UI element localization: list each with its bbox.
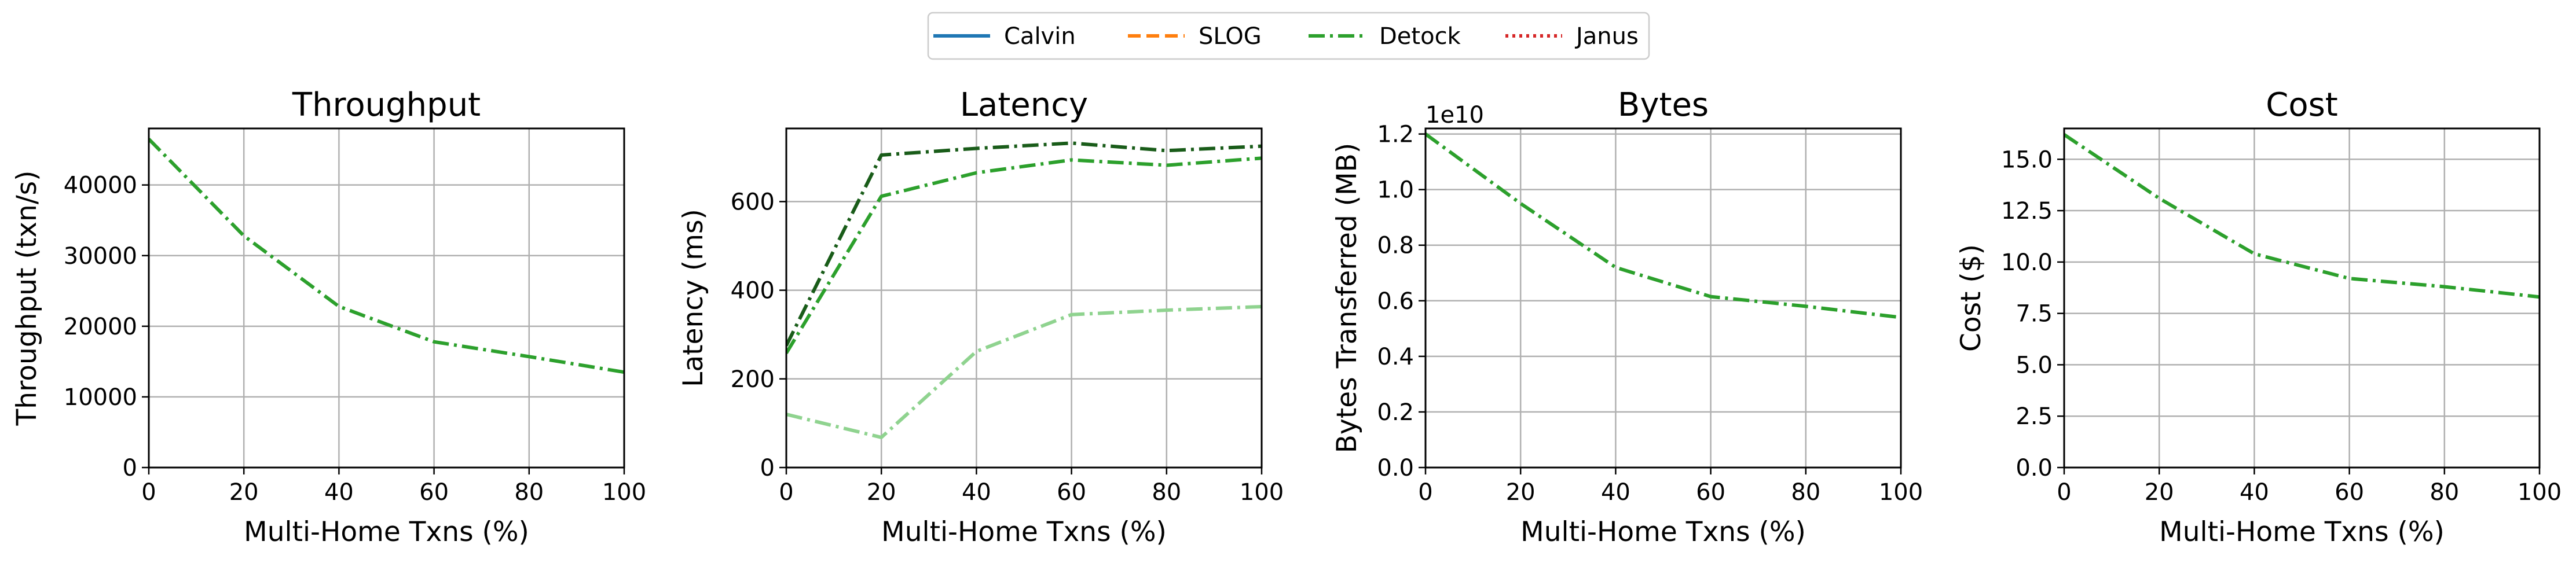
axes-frame xyxy=(148,127,625,469)
series-line-1 xyxy=(149,138,624,374)
x-tick-label: 0 xyxy=(779,479,793,506)
y-tick-label: 1.2 xyxy=(1377,122,1414,148)
x-tick-label: 60 xyxy=(1057,479,1086,506)
x-tick-label: 20 xyxy=(1506,479,1536,506)
x-axis-label: Multi-Home Txns (%) xyxy=(2159,516,2445,548)
x-tick-label: 80 xyxy=(1791,479,1820,506)
chart-panels: 0 20 40 60 80 100010000200003000040000Through… xyxy=(11,86,2562,548)
chart-panel-3: 0 20 40 60 80 100 0.0 0.2 0.4 0.6 0.8 1.0 1.2 Bytes Mu… xyxy=(1331,86,1923,548)
x-tick-label: 80 xyxy=(514,479,544,506)
y-tick-label: 40000 xyxy=(64,172,137,199)
x-tick-label: 0 xyxy=(1418,479,1432,506)
y-tick-label: 2.5 xyxy=(2016,403,2053,430)
x-tick-label: 20 xyxy=(867,479,896,506)
axis-offset-text: 1e10 xyxy=(1426,102,1484,128)
x-tick-label: 100 xyxy=(1879,479,1923,506)
y-tick-label: 0.2 xyxy=(1377,399,1414,426)
chart-panel-2: 0 20 40 60 80 100 0 200 400 600 Latency Multi-Home … xyxy=(677,86,1284,548)
chart-title: Cost xyxy=(2266,86,2338,124)
y-tick-label: 15.0 xyxy=(2001,146,2053,173)
legend: Calvin SLOG Detock Janus xyxy=(927,12,1650,60)
x-tick-label: 0 xyxy=(2057,479,2071,506)
legend-label-slog: SLOG xyxy=(1199,23,1262,50)
y-tick-label: 0 xyxy=(760,455,775,481)
x-tick-label: 80 xyxy=(1152,479,1181,506)
y-axis-label: Latency (ms) xyxy=(677,209,709,387)
y-tick-label: 10000 xyxy=(64,384,137,411)
axes-frame xyxy=(785,127,1263,469)
x-tick-label: 80 xyxy=(2430,479,2459,506)
series-line-1 xyxy=(786,141,1262,347)
y-tick-label: 0 xyxy=(123,455,137,481)
y-tick-label: 600 xyxy=(731,189,775,215)
x-tick-label: 40 xyxy=(2240,479,2269,506)
x-axis-label: Multi-Home Txns (%) xyxy=(244,516,529,548)
y-tick-label: 20000 xyxy=(64,314,137,340)
y-tick-label: 0.0 xyxy=(1377,455,1414,481)
x-tick-label: 40 xyxy=(1601,479,1630,506)
axes-frame xyxy=(2063,127,2541,469)
series-line-3 xyxy=(786,304,1262,439)
legend-label-calvin: Calvin xyxy=(1004,23,1076,50)
x-tick-label: 20 xyxy=(2145,479,2174,506)
chart-title: Bytes xyxy=(1618,86,1709,124)
x-tick-label: 40 xyxy=(324,479,354,506)
x-tick-label: 60 xyxy=(1696,479,1725,506)
y-tick-label: 0.6 xyxy=(1377,288,1414,315)
y-tick-label: 12.5 xyxy=(2001,198,2053,225)
x-tick-label: 100 xyxy=(1240,479,1284,506)
y-tick-label: 30000 xyxy=(64,243,137,270)
x-axis-label: Multi-Home Txns (%) xyxy=(881,516,1167,548)
y-tick-label: 400 xyxy=(731,278,775,304)
x-axis-label: Multi-Home Txns (%) xyxy=(1520,516,1806,548)
chart-panel-4: 0 20 40 60 80 100 0.0 2.5 5.0 7.5 10.0 12.5 15.0 Cost… xyxy=(1955,86,2562,548)
y-axis-label: Bytes Transferred (MB) xyxy=(1331,143,1363,453)
x-tick-label: 20 xyxy=(229,479,259,506)
y-tick-label: 0.0 xyxy=(2016,455,2053,481)
x-tick-label: 60 xyxy=(2335,479,2364,506)
chart-title: Throughput xyxy=(292,86,481,124)
x-tick-label: 60 xyxy=(419,479,449,506)
y-axis-label: Cost ($) xyxy=(1955,244,1987,352)
chart-title: Latency xyxy=(960,86,1088,124)
y-axis-label: Throughput (txn/s) xyxy=(11,171,43,426)
y-tick-label: 0.8 xyxy=(1377,233,1414,259)
x-tick-label: 100 xyxy=(602,479,646,506)
y-tick-label: 0.4 xyxy=(1377,344,1414,370)
series-line-2 xyxy=(786,156,1262,354)
x-tick-label: 0 xyxy=(141,479,156,506)
legend-frame xyxy=(927,12,1650,60)
y-tick-label: 7.5 xyxy=(2016,301,2053,328)
axes-frame xyxy=(1424,127,1902,469)
y-tick-label: 200 xyxy=(731,366,775,393)
y-tick-label: 5.0 xyxy=(2016,352,2053,378)
x-tick-label: 40 xyxy=(962,479,991,506)
y-tick-label: 1.0 xyxy=(1377,177,1414,204)
series-line-1 xyxy=(2064,133,2540,299)
chart-panel-1: 0 20 40 60 80 100 0 10000 20000 30000 40000 Through… xyxy=(11,86,646,548)
legend-label-janus: Janus xyxy=(1574,23,1639,50)
legend-label-detock: Detock xyxy=(1379,23,1461,50)
series-line-1 xyxy=(1426,133,1901,319)
x-tick-label: 100 xyxy=(2518,479,2562,506)
y-tick-label: 10.0 xyxy=(2001,249,2053,276)
